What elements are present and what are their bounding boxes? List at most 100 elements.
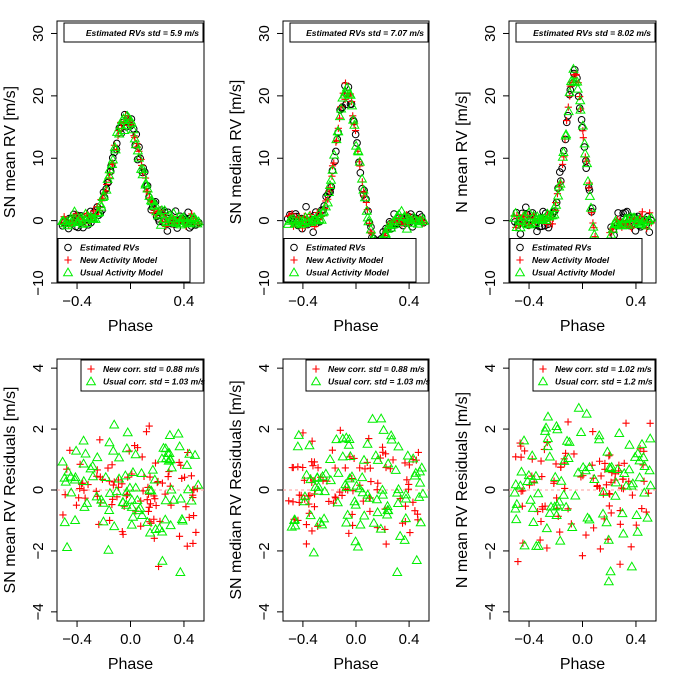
data-point-triangle <box>325 174 337 184</box>
data-point-triangle <box>518 211 529 221</box>
data-point-triangle <box>377 489 389 499</box>
data-point-triangle <box>313 485 324 495</box>
data-point-triangle <box>414 466 426 476</box>
data-point-triangle <box>644 465 655 475</box>
data-point-triangle <box>418 215 429 225</box>
data-point-triangle <box>316 214 327 224</box>
data-point-triangle <box>394 530 406 540</box>
data-point-triangle <box>382 500 393 511</box>
x-tick-label: 0.4 <box>399 631 420 648</box>
legend-label: Estimated RVs <box>532 243 592 253</box>
y-tick-label: −2 <box>30 542 47 559</box>
data-point-plus <box>640 477 648 485</box>
data-point-triangle <box>65 487 77 497</box>
data-point-circle <box>106 167 115 176</box>
data-point-triangle <box>349 496 360 506</box>
data-point-plus <box>75 494 83 502</box>
data-point-plus <box>177 461 185 469</box>
std-box <box>289 22 429 43</box>
data-point-triangle <box>166 484 177 494</box>
data-point-plus <box>538 472 546 481</box>
data-point-triangle <box>636 217 647 228</box>
data-point-plus <box>389 456 397 464</box>
data-point-triangle <box>108 419 120 429</box>
data-point-triangle <box>610 490 621 500</box>
y-tick-label: 2 <box>30 425 47 433</box>
data-point-plus <box>579 127 587 135</box>
data-point-triangle <box>605 566 616 576</box>
data-point-triangle <box>410 467 422 477</box>
data-point-triangle <box>124 482 136 492</box>
data-point-triangle <box>527 502 539 512</box>
data-point-triangle <box>391 566 403 576</box>
data-point-triangle <box>400 489 412 499</box>
data-point-triangle <box>510 479 522 489</box>
data-point-triangle <box>192 479 204 489</box>
legend-box <box>305 359 429 392</box>
std-box <box>63 22 204 43</box>
data-point-plus <box>80 486 88 494</box>
data-point-triangle <box>162 447 174 457</box>
data-point-triangle <box>640 220 652 230</box>
data-point-triangle <box>413 491 425 501</box>
data-point-plus <box>302 540 311 548</box>
data-point-triangle <box>104 487 116 497</box>
data-point-triangle <box>356 173 368 183</box>
legend-marker-plus <box>539 365 547 373</box>
data-point-triangle <box>552 424 563 434</box>
data-point-triangle <box>130 139 142 149</box>
data-point-triangle <box>286 521 298 531</box>
data-point-triangle <box>636 438 648 448</box>
data-point-plus <box>563 116 571 125</box>
legend-box <box>80 359 204 392</box>
data-point-triangle <box>523 206 535 217</box>
data-point-triangle <box>378 424 389 434</box>
data-point-plus <box>187 472 196 480</box>
data-point-triangle <box>69 206 80 216</box>
data-point-triangle <box>185 212 196 222</box>
data-point-plus <box>374 479 382 487</box>
data-point-triangle <box>166 213 178 223</box>
data-point-plus <box>335 114 344 122</box>
data-point-triangle <box>549 471 561 481</box>
data-point-triangle <box>312 472 323 482</box>
data-point-plus <box>386 465 394 473</box>
data-point-triangle <box>363 216 374 226</box>
data-point-triangle <box>137 163 149 174</box>
data-point-triangle <box>382 458 394 468</box>
x-tick-label: −0.4 <box>288 293 318 310</box>
data-point-triangle <box>551 420 562 431</box>
data-point-plus <box>175 532 184 540</box>
data-point-plus <box>285 497 293 505</box>
legend: New corr. std = 0.88 m/s Usual corr. std … <box>305 359 431 392</box>
data-point-plus <box>578 552 587 560</box>
data-point-triangle <box>365 224 377 234</box>
data-point-triangle <box>639 487 650 497</box>
panel-1: −0.4 0.4 −10 0 10 20 30 Phase SN mean RV [m/s] Es… <box>2 20 205 335</box>
legend-label: Usual corr. std = 1.2 m/s <box>555 377 653 387</box>
data-point-circle <box>516 230 525 238</box>
data-point-triangle <box>639 460 650 471</box>
data-point-triangle <box>72 215 84 225</box>
data-point-triangle <box>622 219 633 229</box>
data-point-triangle <box>160 514 171 524</box>
data-point-plus <box>192 528 200 536</box>
data-point-plus <box>590 524 598 532</box>
data-point-triangle <box>168 207 179 218</box>
y-tick-label: 30 <box>482 25 499 42</box>
data-point-triangle <box>59 472 70 482</box>
y-tick-label: −4 <box>30 603 47 620</box>
data-point-triangle <box>341 82 353 92</box>
data-point-triangle <box>584 190 596 200</box>
data-point-plus <box>139 487 147 495</box>
data-point-triangle <box>111 126 123 136</box>
data-point-plus <box>552 460 560 468</box>
data-point-triangle <box>288 514 300 524</box>
data-point-triangle <box>156 526 168 536</box>
y-tick-label: −4 <box>256 603 273 620</box>
data-point-triangle <box>107 445 119 455</box>
legend: Estimated RVs New Activity Model Usual Act… <box>283 238 417 283</box>
data-point-triangle <box>357 487 368 497</box>
data-point-triangle <box>510 503 521 513</box>
data-point-triangle <box>62 219 73 230</box>
